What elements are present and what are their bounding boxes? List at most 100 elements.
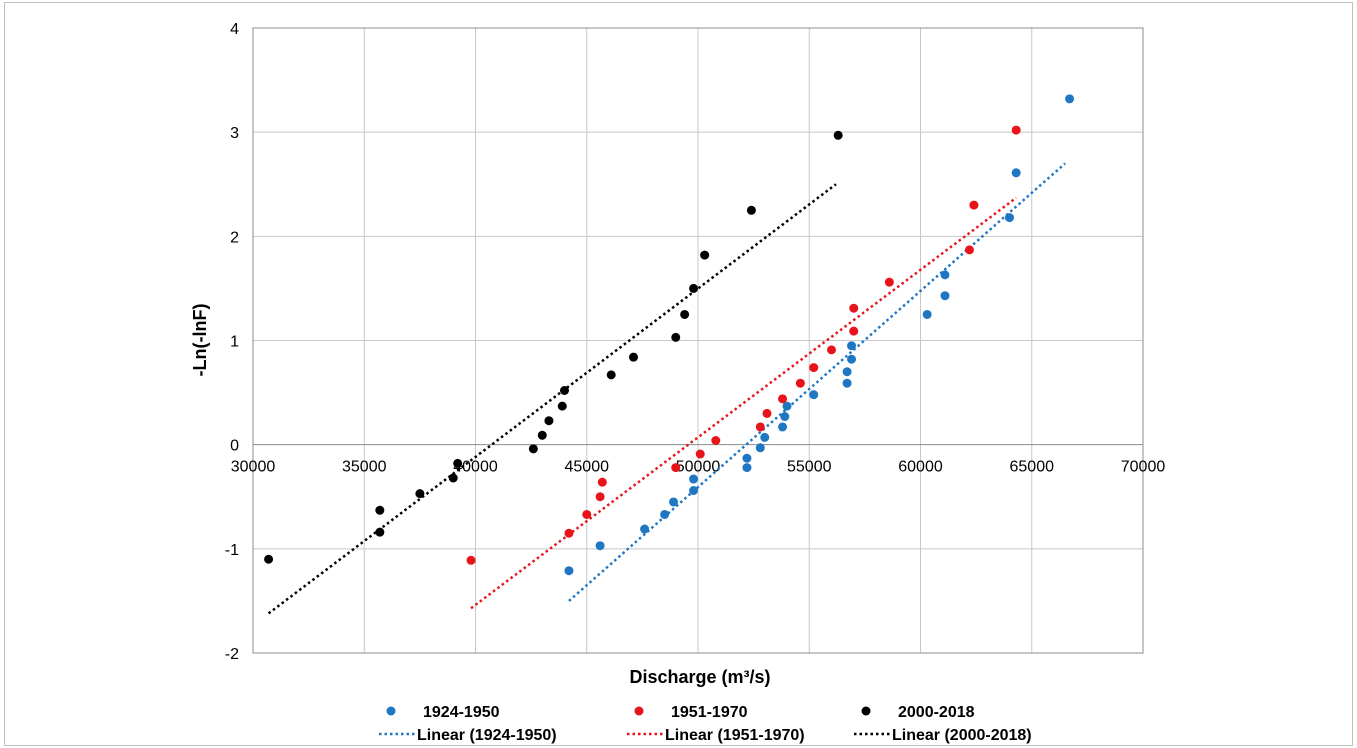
x-tick-label: 45000 (565, 459, 610, 476)
data-point-2000-2018 (448, 473, 458, 483)
data-point-1924-1950 (689, 474, 699, 484)
data-point-1951-1970 (711, 436, 721, 445)
data-point-1924-1950 (660, 509, 670, 519)
data-point-1924-1950 (755, 443, 765, 453)
data-point-1924-1950 (742, 453, 752, 463)
data-point-1951-1970 (755, 422, 765, 432)
data-point-2000-2018 (746, 205, 756, 215)
data-point-1951-1970 (969, 200, 979, 210)
x-tick-label: 35000 (342, 459, 387, 476)
data-point-1924-1950 (689, 486, 699, 495)
data-point-1951-1970 (762, 408, 772, 418)
legend-label: 2000-2018 (898, 704, 975, 721)
data-point-2000-2018 (264, 554, 274, 564)
data-point-1951-1970 (671, 463, 681, 473)
data-point-2000-2018 (537, 430, 547, 440)
data-point-1924-1950 (847, 341, 857, 351)
data-point-1924-1950 (809, 390, 819, 400)
data-point-1951-1970 (695, 449, 705, 459)
data-point-2000-2018 (628, 352, 638, 362)
data-point-1924-1950 (922, 309, 932, 319)
legend-marker (861, 706, 871, 716)
data-point-2000-2018 (671, 332, 681, 342)
data-point-1924-1950 (742, 463, 752, 473)
y-tick-label: 0 (230, 438, 239, 455)
legend-trend-label: Linear (1951-1970) (665, 727, 805, 744)
data-point-2000-2018 (833, 130, 843, 140)
data-point-2000-2018 (453, 458, 463, 468)
legend-marker (386, 706, 396, 716)
data-point-1924-1950 (1005, 213, 1014, 223)
legend: 1924-1950 Linear (1924-1950) 1951-1970 Line… (379, 704, 1032, 744)
data-point-1924-1950 (940, 291, 950, 301)
grid-lines (252, 27, 1144, 654)
trend-line-1924-1950 (568, 162, 1066, 602)
data-point-1924-1950 (1011, 168, 1021, 178)
data-point-1951-1970 (595, 492, 605, 502)
x-tick-label: 40000 (453, 459, 498, 476)
y-tick-label: -1 (225, 542, 239, 559)
y-tick-label: 4 (230, 21, 239, 38)
trend-line-1951-1970 (470, 196, 1017, 610)
data-point-1924-1950 (640, 524, 650, 534)
data-point-1951-1970 (884, 277, 894, 287)
data-point-1924-1950 (778, 422, 788, 432)
data-point-1924-1950 (564, 566, 574, 576)
data-point-1924-1950 (782, 401, 792, 411)
data-points (264, 94, 1075, 576)
data-point-1924-1950 (940, 270, 950, 280)
y-axis-title: -Ln(-lnF) (190, 304, 210, 377)
y-tick-label: 1 (230, 334, 239, 351)
chart-frame (4, 2, 1353, 746)
data-point-2000-2018 (544, 416, 554, 426)
data-point-1951-1970 (597, 477, 607, 487)
data-point-1924-1950 (669, 497, 679, 507)
data-point-1924-1950 (1065, 94, 1075, 104)
y-tick-label: 2 (230, 229, 239, 246)
data-point-2000-2018 (689, 283, 699, 293)
y-tick-label: -2 (225, 646, 239, 663)
x-tick-label: 60000 (898, 459, 943, 476)
x-tick-label: 55000 (787, 459, 832, 476)
data-point-2000-2018 (415, 489, 425, 499)
data-point-1951-1970 (778, 394, 788, 404)
data-point-1951-1970 (582, 509, 592, 519)
legend-label: 1951-1970 (671, 704, 748, 721)
data-point-1924-1950 (847, 354, 857, 364)
x-tick-label: 70000 (1121, 459, 1166, 476)
data-point-2000-2018 (560, 386, 569, 395)
x-tick-label: 30000 (231, 459, 276, 476)
y-tick-labels: -2 -1 0 1 2 3 4 (225, 21, 239, 663)
legend-label: 1924-1950 (423, 704, 500, 721)
legend-trend-label: Linear (1924-1950) (417, 727, 557, 744)
data-point-1951-1970 (1011, 125, 1021, 135)
data-point-2000-2018 (680, 309, 690, 319)
data-point-1951-1970 (809, 363, 819, 373)
data-point-1924-1950 (760, 432, 770, 442)
data-point-1951-1970 (564, 528, 574, 538)
x-axis-title: Discharge (m³/s) (629, 667, 770, 687)
legend-marker (634, 706, 644, 716)
y-tick-label: 3 (230, 125, 239, 142)
data-point-2000-2018 (700, 250, 710, 260)
data-point-2000-2018 (606, 370, 616, 380)
x-tick-label: 65000 (1010, 459, 1055, 476)
data-point-2000-2018 (375, 505, 385, 515)
legend-trend-label: Linear (2000-2018) (892, 727, 1032, 744)
x-tick-labels: 30000 35000 40000 45000 50000 55000 60000 65000… (231, 459, 1166, 476)
data-point-2000-2018 (528, 444, 538, 454)
trend-lines (267, 162, 1066, 615)
data-point-1924-1950 (780, 412, 790, 422)
data-point-1951-1970 (849, 326, 859, 336)
x-tick-label: 50000 (676, 459, 721, 476)
data-point-2000-2018 (557, 401, 567, 411)
data-point-1951-1970 (795, 378, 805, 388)
data-point-1951-1970 (964, 245, 974, 255)
data-point-1951-1970 (827, 345, 836, 355)
data-point-1924-1950 (842, 367, 852, 377)
data-point-1951-1970 (849, 303, 859, 313)
data-point-1924-1950 (842, 378, 852, 388)
data-point-2000-2018 (375, 527, 385, 537)
plot-area-border (252, 27, 1144, 654)
